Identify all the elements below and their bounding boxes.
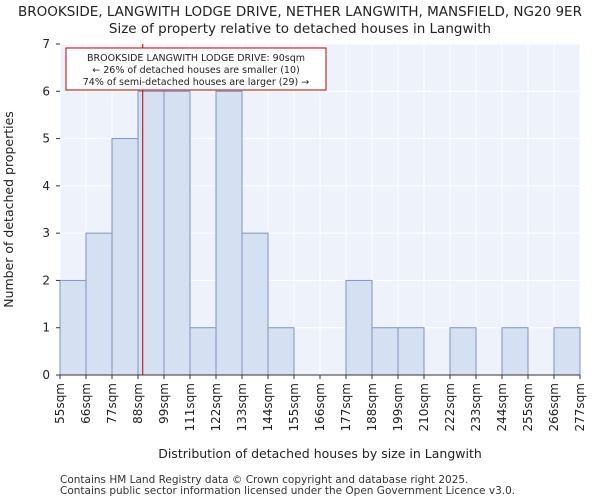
y-tick-label: 7 — [42, 37, 50, 51]
bar — [501, 327, 529, 376]
x-tick-label: 88sqm — [131, 383, 145, 424]
axes: 0 1 2 3 4 5 6 7 55sqm 66sqm 77sqm 88sqm 99sqm 111sqm 1… — [42, 37, 587, 431]
x-tick-label: 111sqm — [183, 383, 197, 431]
histogram-chart: 0 1 2 3 4 5 6 7 55sqm 66sqm 77sqm 88sqm 99sqm 111sqm 1… — [1, 37, 587, 461]
bar — [163, 90, 191, 376]
x-tick-label: 255sqm — [521, 383, 535, 431]
x-tick-label: 177sqm — [339, 383, 353, 431]
x-tick-label: 210sqm — [417, 383, 431, 431]
footer-copyright: Contains HM Land Registry data © Crown c… — [60, 474, 469, 486]
x-tick-label: 122sqm — [209, 383, 223, 431]
x-tick-label: 66sqm — [79, 383, 93, 424]
y-tick-label: 4 — [42, 179, 50, 193]
y-tick-label: 3 — [42, 226, 50, 240]
bar — [449, 327, 477, 376]
x-tick-label: 144sqm — [261, 383, 275, 431]
y-tick-label: 5 — [42, 132, 50, 146]
x-tick-label: 166sqm — [313, 383, 327, 431]
y-tick-label: 1 — [42, 321, 50, 335]
bar — [267, 327, 295, 376]
x-tick-label: 244sqm — [495, 383, 509, 431]
marker-annotation-text: 74% of semi-detached houses are larger (… — [83, 77, 310, 88]
x-tick-label: 233sqm — [469, 383, 483, 431]
marker-annotation-text: ← 26% of detached houses are smaller (10… — [92, 65, 299, 76]
bars — [59, 90, 581, 376]
x-tick-label: 155sqm — [287, 383, 301, 431]
bar — [215, 90, 243, 376]
x-tick-label: 133sqm — [235, 383, 249, 431]
marker-annotation-box — [65, 47, 327, 91]
footer-licence: Contains public sector information licen… — [60, 485, 516, 497]
y-tick-label: 6 — [42, 84, 50, 98]
marker-annotation-text: BROOKSIDE LANGWITH LODGE DRIVE: 90sqm — [87, 53, 305, 64]
bar — [59, 279, 87, 376]
y-axis-label: Number of detached properties — [1, 111, 16, 308]
x-tick-label: 277sqm — [573, 383, 587, 431]
chart-subtitle: Size of property relative to detached ho… — [108, 21, 492, 37]
x-tick-label: 199sqm — [391, 383, 405, 431]
bar — [111, 138, 139, 376]
x-axis-label: Distribution of detached houses by size … — [158, 446, 482, 461]
x-tick-label: 55sqm — [53, 383, 67, 424]
x-tick-label: 222sqm — [443, 383, 457, 431]
bar — [397, 327, 425, 376]
x-tick-label: 188sqm — [365, 383, 379, 431]
y-tick-label: 2 — [42, 273, 50, 287]
bar — [553, 327, 581, 376]
bar — [371, 327, 399, 376]
bar — [137, 90, 165, 376]
x-tick-label: 266sqm — [547, 383, 561, 431]
bar — [241, 232, 269, 376]
y-tick-label: 0 — [42, 368, 50, 382]
x-tick-label: 99sqm — [157, 383, 171, 424]
property-marker: BROOKSIDE LANGWITH LODGE DRIVE: 90sqm← 2… — [65, 44, 327, 375]
chart-title: BROOKSIDE, LANGWITH LODGE DRIVE, NETHER … — [18, 4, 582, 20]
bar — [85, 232, 113, 376]
bar — [189, 327, 217, 376]
bar — [345, 279, 373, 376]
x-tick-label: 77sqm — [105, 383, 119, 424]
